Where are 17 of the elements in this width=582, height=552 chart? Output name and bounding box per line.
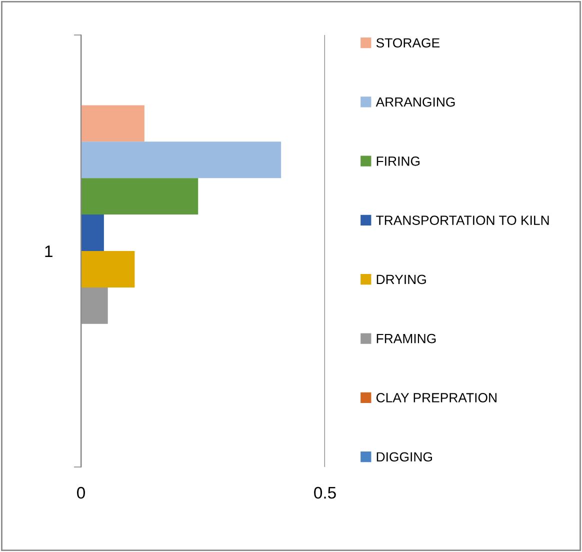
bar bbox=[81, 214, 104, 251]
bar bbox=[81, 287, 108, 324]
legend-label: DRYING bbox=[376, 274, 426, 284]
bar bbox=[81, 105, 144, 142]
legend-label: TRANSPORTATION TO KILN bbox=[376, 216, 549, 225]
legend-label: CLAY PREPRATION bbox=[376, 393, 496, 402]
y-tick-label: 1 bbox=[45, 246, 52, 258]
legend-label: FIRING bbox=[376, 156, 420, 166]
legend-label: DIGGING bbox=[376, 452, 432, 462]
legend-label: FRAMING bbox=[376, 334, 436, 344]
x-tick-label: 0 bbox=[77, 486, 85, 499]
bar bbox=[81, 178, 198, 215]
bar bbox=[81, 251, 135, 288]
legend-label: STORAGE bbox=[376, 38, 440, 48]
x-tick-label: 0.5 bbox=[314, 486, 336, 499]
legend-label: ARRANGING bbox=[376, 97, 455, 107]
bar bbox=[81, 142, 282, 178]
